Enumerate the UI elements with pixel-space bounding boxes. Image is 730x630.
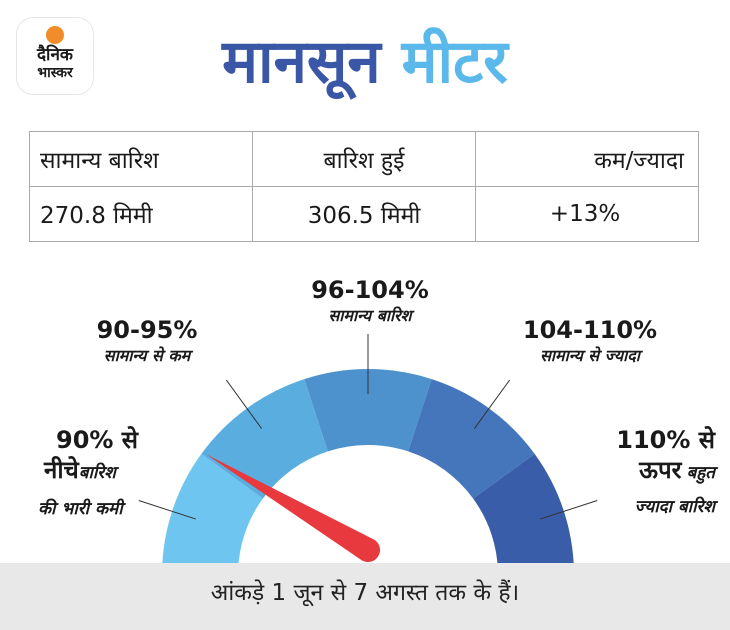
leader-line bbox=[225, 379, 263, 429]
band-line-above-110: ऊपर बहुत bbox=[595, 455, 715, 488]
band-range-90-95: 90-95% bbox=[96, 316, 198, 344]
header-difference: कम/ज्यादा bbox=[475, 131, 699, 187]
band-range-below-90-cont: नीचे bbox=[44, 456, 79, 484]
band-text-below-90-cont: की भारी कमी bbox=[38, 499, 123, 519]
leader-line bbox=[473, 379, 511, 429]
page-title: मानसून मीटर bbox=[0, 22, 730, 102]
band-range-below-90: 90% से bbox=[56, 426, 139, 454]
logo-line2: भास्कर bbox=[37, 65, 73, 81]
band-label-104-110: 104-110% सामान्य से ज्यादा bbox=[490, 315, 690, 367]
band-label-96-104: 96-104% सामान्य बारिश bbox=[275, 275, 465, 327]
monsoon-gauge bbox=[138, 334, 598, 570]
band-label-90-95: 90-95% सामान्य से कम bbox=[62, 315, 232, 367]
band-text-above-110: बहुत bbox=[686, 463, 715, 483]
header-actual-rain: बारिश हुई bbox=[252, 131, 476, 187]
band-range-above-110: 110% से bbox=[616, 426, 715, 454]
table-row: 270.8 मिमी 306.5 मिमी +13% bbox=[29, 186, 699, 242]
gauge-band bbox=[304, 369, 432, 452]
leader-line bbox=[138, 500, 197, 520]
band-text-90-95: सामान्य से कम bbox=[103, 346, 191, 365]
gauge-band bbox=[473, 453, 574, 570]
band-range-104-110: 104-110% bbox=[522, 316, 658, 344]
value-normal-rain: 270.8 मिमी bbox=[29, 186, 253, 242]
band-text-above-110-cont: ज्यादा बारिश bbox=[634, 497, 715, 517]
band-range-above-110-cont: ऊपर bbox=[639, 456, 682, 484]
value-difference: +13% bbox=[475, 186, 699, 242]
band-line-below-90: नीचेबारिश bbox=[18, 455, 138, 488]
band-label-above-110: 110% से ऊपर बहुत ज्यादा बारिश bbox=[595, 425, 715, 518]
leader-line bbox=[539, 500, 598, 520]
gauge-band bbox=[162, 453, 263, 570]
logo-line1: दैनिक bbox=[37, 45, 73, 65]
title-part2: मीटर bbox=[401, 27, 508, 97]
band-text-96-104: सामान्य बारिश bbox=[328, 306, 412, 325]
band-label-below-90: 90% से नीचेबारिश की भारी कमी bbox=[18, 425, 138, 520]
sun-icon bbox=[46, 26, 64, 44]
gauge-band bbox=[408, 379, 535, 499]
rainfall-table: सामान्य बारिश बारिश हुई कम/ज्यादा 270.8 … bbox=[29, 131, 699, 242]
dainik-bhaskar-logo: दैनिक भास्कर bbox=[17, 18, 93, 94]
table-header-row: सामान्य बारिश बारिश हुई कम/ज्यादा bbox=[29, 131, 699, 187]
band-text-below-90: बारिश bbox=[78, 463, 116, 483]
value-actual-rain: 306.5 मिमी bbox=[252, 186, 476, 242]
title-part1: मानसून bbox=[222, 27, 381, 97]
band-range-96-104: 96-104% bbox=[311, 276, 429, 304]
footer-note: आंकड़े 1 जून से 7 अगस्त तक के हैं। bbox=[0, 563, 730, 630]
gauge-needle bbox=[206, 454, 381, 562]
band-text-104-110: सामान्य से ज्यादा bbox=[540, 346, 640, 365]
header-normal-rain: सामान्य बारिश bbox=[29, 131, 253, 187]
